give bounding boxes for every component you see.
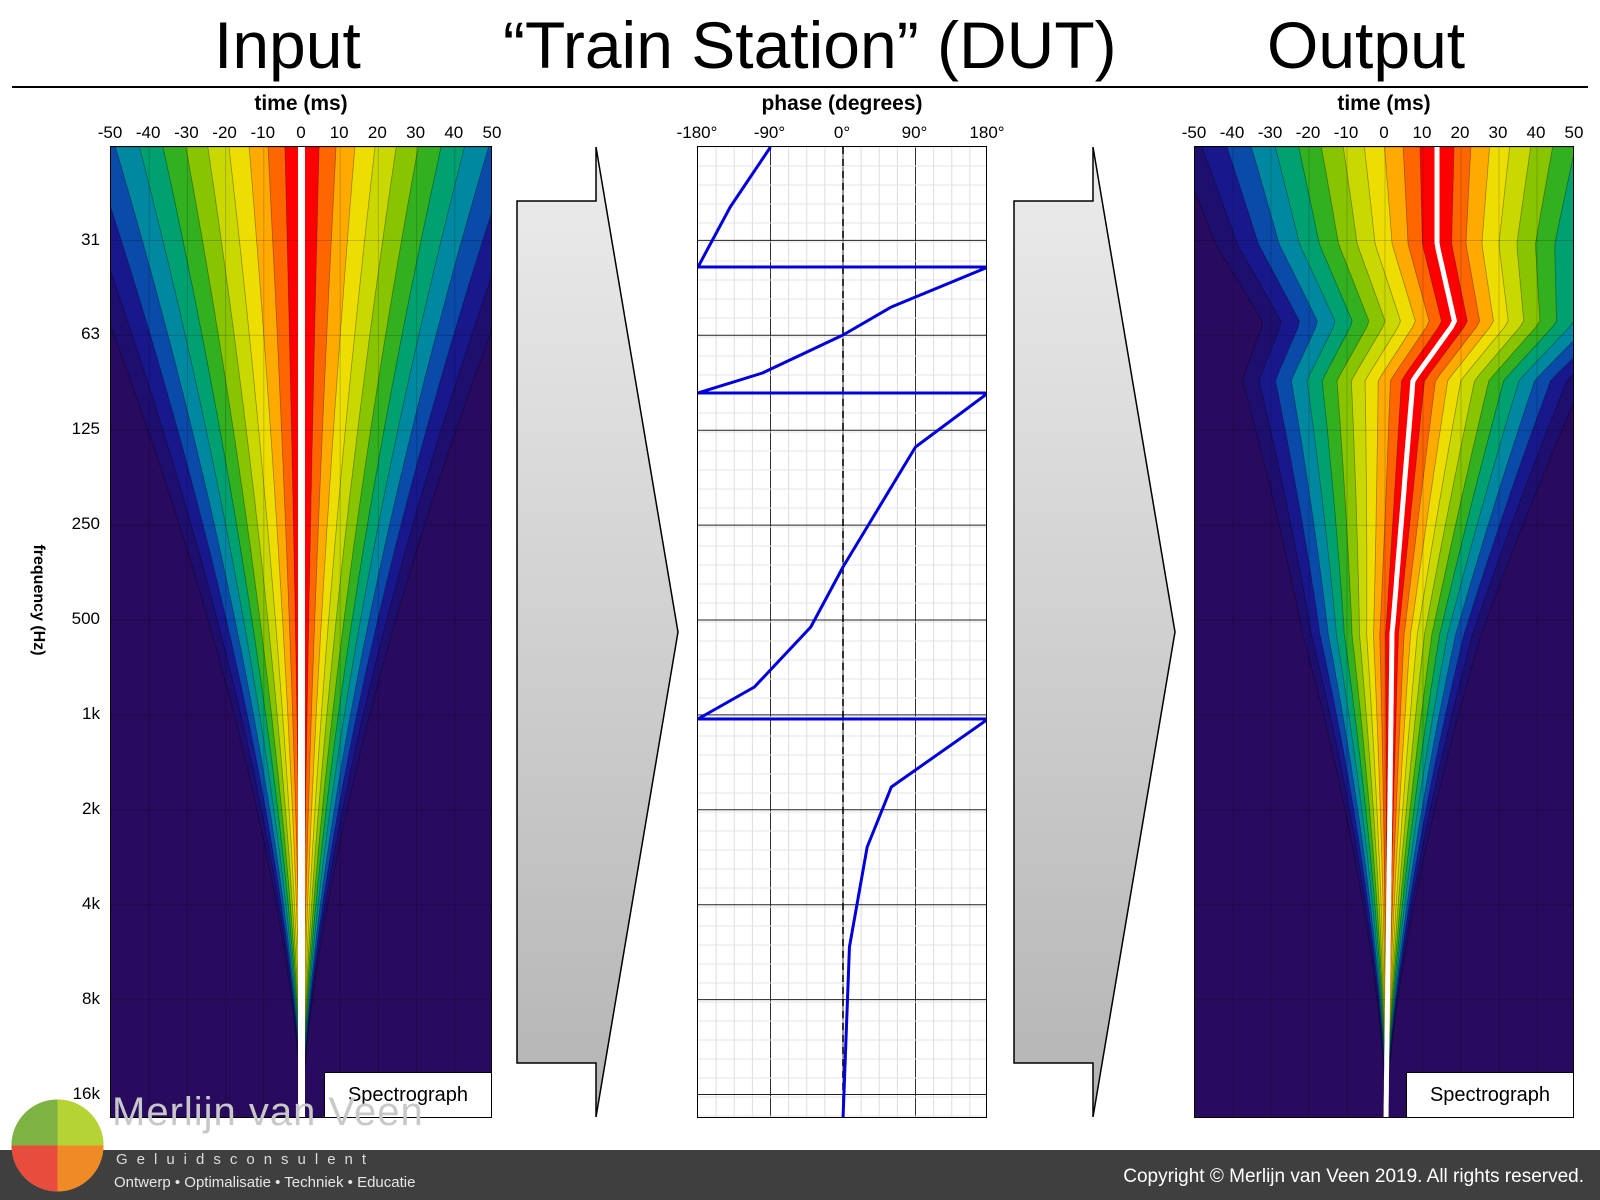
x-tick-label: -10 <box>250 123 276 142</box>
y-tick-label: 250 <box>71 514 100 534</box>
x-tick-label: -40 <box>1219 123 1245 142</box>
left-x-axis-title: time (ms) <box>254 92 348 115</box>
x-tick-label: -90° <box>753 123 786 142</box>
x-tick-label: 0 <box>1379 123 1389 142</box>
y-tick-label: 16k <box>72 1083 100 1103</box>
arrow-shape <box>1013 146 1176 1118</box>
y-tick-label: 31 <box>81 229 100 249</box>
footer-bar: Copyright © Merlijn van Veen 2019. All r… <box>0 1150 1600 1200</box>
y-tick-label: 1k <box>82 704 100 723</box>
x-tick-label: 180° <box>969 123 1005 142</box>
brand-subtitle: Geluidsconsulent <box>116 1151 376 1168</box>
x-tick-label: 0 <box>296 123 306 142</box>
input-title: Input <box>214 8 361 82</box>
title-divider <box>12 86 1588 88</box>
input-spectrograph-label: Spectrograph <box>324 1072 491 1117</box>
phase-axis-title: phase (degrees) <box>761 92 923 115</box>
x-tick-label: 50 <box>1564 123 1584 142</box>
x-tick-label: -180° <box>676 123 718 142</box>
x-tick-label: -30 <box>174 123 199 142</box>
x-tick-label: 40 <box>1526 123 1546 142</box>
x-tick-label: 50 <box>482 123 502 142</box>
output-spectrograph-label: Spectrograph <box>1406 1072 1573 1117</box>
x-tick-label: -30 <box>1257 123 1283 142</box>
y-tick-label: 500 <box>71 609 100 629</box>
brand-name: Merlijn van Veen <box>112 1090 424 1134</box>
x-tick-label: 0° <box>833 123 851 142</box>
x-tick-label: -50 <box>1181 123 1207 142</box>
dut-title: “Train Station” (DUT) <box>503 8 1117 82</box>
x-tick-label: 40 <box>444 123 464 142</box>
x-tick-label: 20 <box>367 123 387 142</box>
x-tick-label: 30 <box>406 123 426 142</box>
arrow-shape <box>516 146 679 1118</box>
x-tick-label: -20 <box>212 123 237 142</box>
x-tick-label: 10 <box>329 123 349 142</box>
x-tick-label: -50 <box>97 123 123 142</box>
output-title: Output <box>1267 8 1466 82</box>
x-tick-label: -40 <box>135 123 161 142</box>
y-tick-label: 4k <box>82 893 100 913</box>
x-tick-label: -10 <box>1333 123 1359 142</box>
x-tick-label: 10 <box>1412 123 1432 142</box>
output-spectrograph: Spectrograph <box>1194 146 1574 1118</box>
y-tick-label: 63 <box>81 324 100 344</box>
brand-logo <box>10 1098 105 1193</box>
y-tick-label: 125 <box>71 419 100 439</box>
y-tick-label: 8k <box>82 988 100 1008</box>
x-tick-label: 20 <box>1450 123 1470 142</box>
x-tick-label: 90° <box>901 123 928 142</box>
right-x-axis-title: time (ms) <box>1337 92 1431 115</box>
brand-tagline: Ontwerp • Optimalisatie • Techniek • Edu… <box>114 1174 416 1191</box>
x-tick-label: 30 <box>1488 123 1508 142</box>
y-tick-label: 2k <box>82 798 100 818</box>
phase-plot <box>697 146 987 1118</box>
y-axis-title: frequency (Hz) <box>30 544 47 656</box>
copyright-text: Copyright © Merlijn van Veen 2019. All r… <box>1123 1166 1584 1187</box>
x-tick-label: -20 <box>1295 123 1321 142</box>
input-spectrograph: Spectrograph <box>110 146 492 1118</box>
